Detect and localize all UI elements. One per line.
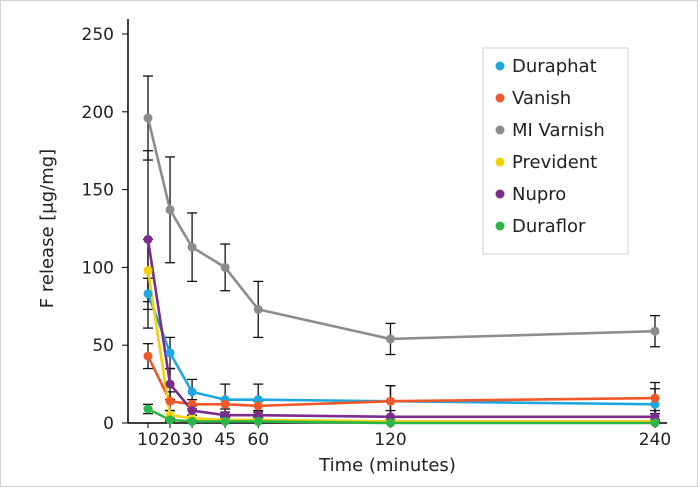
series-line	[146, 293, 656, 406]
data-point	[187, 399, 197, 409]
y-tick-label: 200	[82, 103, 114, 123]
data-point	[253, 410, 263, 420]
data-point	[385, 412, 395, 422]
x-tick-label: 240	[639, 430, 671, 450]
legend-marker	[495, 189, 505, 199]
data-point	[253, 304, 263, 314]
data-point	[165, 205, 175, 215]
data-point	[253, 401, 263, 411]
data-points	[143, 113, 660, 428]
legend-marker	[495, 61, 505, 71]
y-tick-label: 50	[92, 336, 114, 356]
data-point	[143, 113, 153, 123]
x-tick-label: 10	[137, 430, 159, 450]
y-tick-label: 100	[82, 258, 114, 278]
y-axis-title: F release [μg/mg]	[37, 149, 58, 308]
data-point	[253, 395, 263, 405]
data-point	[187, 416, 197, 426]
data-point	[220, 399, 230, 409]
data-point	[650, 412, 660, 422]
data-point	[143, 234, 153, 244]
y-tick-label: 250	[82, 25, 114, 45]
x-tick-label: 120	[374, 430, 406, 450]
data-point	[220, 410, 230, 420]
legend-marker	[495, 93, 505, 103]
data-point	[143, 289, 153, 299]
x-tick-label: 30	[181, 430, 203, 450]
data-point	[650, 393, 660, 403]
legend-label: Duraphat	[512, 56, 597, 77]
data-point	[187, 242, 197, 252]
legend-label: MI Varnish	[512, 120, 605, 141]
x-tick-label: 20	[159, 430, 181, 450]
data-point	[650, 399, 660, 409]
data-point	[165, 348, 175, 358]
legend-box	[482, 47, 629, 255]
data-point	[143, 404, 153, 414]
data-point	[385, 418, 395, 428]
x-axis-title: Time (minutes)	[318, 455, 456, 476]
x-tick-label: 60	[247, 430, 269, 450]
data-point	[143, 351, 153, 361]
data-point	[220, 262, 230, 272]
data-point	[650, 326, 660, 336]
legend-label: Duraflor	[512, 216, 586, 237]
axes: 0 50 100 150 200 250 10 20 30 45 60 120 240	[82, 19, 671, 450]
legend: Duraphat Vanish MI Varnish Prevident Nupro Du…	[482, 47, 629, 255]
legend-label: Prevident	[512, 152, 597, 173]
data-point	[220, 416, 230, 426]
data-point	[650, 418, 660, 428]
data-point	[187, 387, 197, 397]
data-point	[165, 396, 175, 406]
legend-marker	[495, 157, 505, 167]
data-point	[143, 266, 153, 276]
data-point	[253, 416, 263, 426]
legend-label: Vanish	[512, 88, 571, 109]
x-tick-label: 45	[214, 430, 236, 450]
data-point	[165, 379, 175, 389]
y-tick-label: 0	[103, 414, 114, 434]
data-point	[385, 396, 395, 406]
data-point	[165, 415, 175, 425]
legend-marker	[495, 221, 505, 231]
data-point	[187, 406, 197, 416]
legend-marker	[495, 125, 505, 135]
data-point	[385, 334, 395, 344]
y-tick-label: 150	[82, 181, 114, 201]
legend-label: Nupro	[512, 184, 566, 205]
